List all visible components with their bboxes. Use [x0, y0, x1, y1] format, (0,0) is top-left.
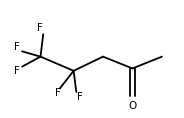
Text: O: O: [128, 101, 137, 111]
Text: F: F: [14, 42, 20, 52]
Text: F: F: [37, 23, 43, 33]
Text: F: F: [77, 92, 83, 102]
Text: F: F: [14, 66, 20, 76]
Text: F: F: [55, 88, 61, 98]
